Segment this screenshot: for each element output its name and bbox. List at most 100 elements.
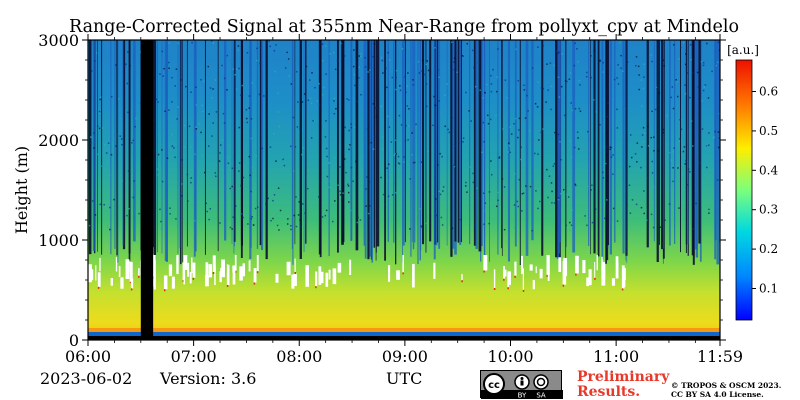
noise-speckle [181, 194, 183, 197]
noise-speckle [429, 211, 431, 214]
signal-streak [437, 40, 439, 243]
noise-speckle [135, 117, 137, 120]
noise-speckle [392, 194, 394, 196]
cloud-edge [294, 271, 297, 274]
noise-speckle [425, 105, 428, 108]
noise-speckle [464, 185, 467, 187]
noise-speckle [160, 220, 162, 223]
noise-speckle [395, 69, 398, 72]
noise-speckle [234, 162, 236, 165]
noise-speckle [99, 98, 101, 101]
noise-speckle [689, 44, 692, 46]
noise-speckle [513, 122, 515, 125]
noise-speckle [697, 86, 700, 88]
noise-speckle [374, 107, 377, 109]
signal-streak [429, 40, 432, 242]
noise-speckle [245, 117, 248, 120]
noise-speckle [514, 117, 517, 120]
noise-speckle [490, 90, 493, 93]
cloud-patch [349, 259, 352, 275]
signal-streak [303, 40, 305, 252]
noise-speckle [106, 160, 109, 162]
signal-streak [694, 40, 698, 250]
data-gaps [140, 40, 154, 340]
noise-speckle [273, 194, 276, 196]
noise-speckle [185, 85, 187, 88]
noise-speckle [207, 145, 210, 147]
colorbar-tick-label: 0.4 [759, 163, 778, 177]
noise-speckle [263, 95, 265, 97]
signal-streak [661, 40, 664, 250]
cloud-patch [388, 265, 391, 282]
signal-streak [460, 40, 463, 243]
noise-speckle [548, 175, 551, 177]
noise-speckle [691, 72, 694, 74]
noise-speckle [655, 86, 658, 89]
noise-speckle [645, 208, 647, 211]
signal-streak [410, 40, 412, 257]
noise-speckle [336, 59, 339, 62]
noise-speckle [235, 68, 238, 70]
cloud-edge [514, 275, 516, 278]
noise-speckle [574, 42, 576, 44]
signal-streak [261, 40, 264, 251]
noise-speckle [347, 185, 350, 187]
cloud-patch [291, 274, 295, 289]
noise-speckle [483, 223, 485, 226]
noise-speckle [492, 68, 494, 71]
signal-streak [656, 40, 659, 263]
noise-speckle [715, 64, 718, 67]
noise-speckle [325, 209, 328, 212]
noise-speckle [386, 167, 388, 169]
noise-speckle [278, 229, 280, 231]
noise-speckle [654, 108, 657, 111]
preliminary-line1: Preliminary [577, 369, 670, 385]
noise-speckle [214, 172, 217, 174]
signal-streak [531, 40, 534, 241]
noise-speckle [657, 149, 660, 152]
noise-speckle [472, 172, 474, 175]
cloud-patch [514, 261, 517, 276]
noise-speckle [113, 198, 115, 201]
noise-speckle [420, 225, 423, 227]
noise-speckle [259, 62, 261, 65]
noise-speckle [651, 160, 654, 163]
signal-streak [452, 40, 455, 249]
noise-speckle [333, 112, 336, 115]
noise-speckle [692, 145, 694, 147]
noise-speckle [518, 117, 521, 120]
noise-speckle [259, 46, 262, 49]
noise-speckle [606, 153, 608, 156]
noise-speckle [159, 73, 161, 75]
noise-speckle [337, 184, 339, 186]
noise-speckle [302, 222, 305, 225]
noise-speckle [702, 62, 705, 64]
signal-streak [606, 40, 609, 261]
noise-speckle [243, 165, 245, 168]
noise-speckle [564, 114, 566, 117]
noise-speckle [161, 149, 163, 151]
noise-speckle [426, 60, 429, 62]
noise-speckle [412, 79, 414, 81]
noise-speckle [436, 214, 438, 217]
noise-speckle [103, 144, 106, 146]
cloud-edge [621, 288, 624, 291]
noise-speckle [421, 59, 424, 62]
noise-speckle [388, 126, 391, 128]
noise-speckle [664, 219, 666, 221]
cloud-edge [507, 287, 509, 290]
cloud-patch [315, 271, 318, 287]
noise-speckle [634, 153, 637, 155]
noise-speckle [551, 190, 553, 193]
noise-speckle [701, 128, 704, 130]
cc-by-sa-badge: cc BY SA [480, 370, 563, 399]
noise-speckle [473, 66, 475, 69]
preliminary-label: Preliminary Results. [577, 370, 669, 400]
noise-speckle [140, 51, 142, 54]
cloud-edge [575, 273, 577, 276]
noise-speckle [398, 114, 401, 117]
noise-speckle [333, 97, 336, 100]
noise-speckle [272, 217, 274, 220]
signal-streak [128, 40, 131, 254]
cloud-edge [522, 289, 525, 292]
